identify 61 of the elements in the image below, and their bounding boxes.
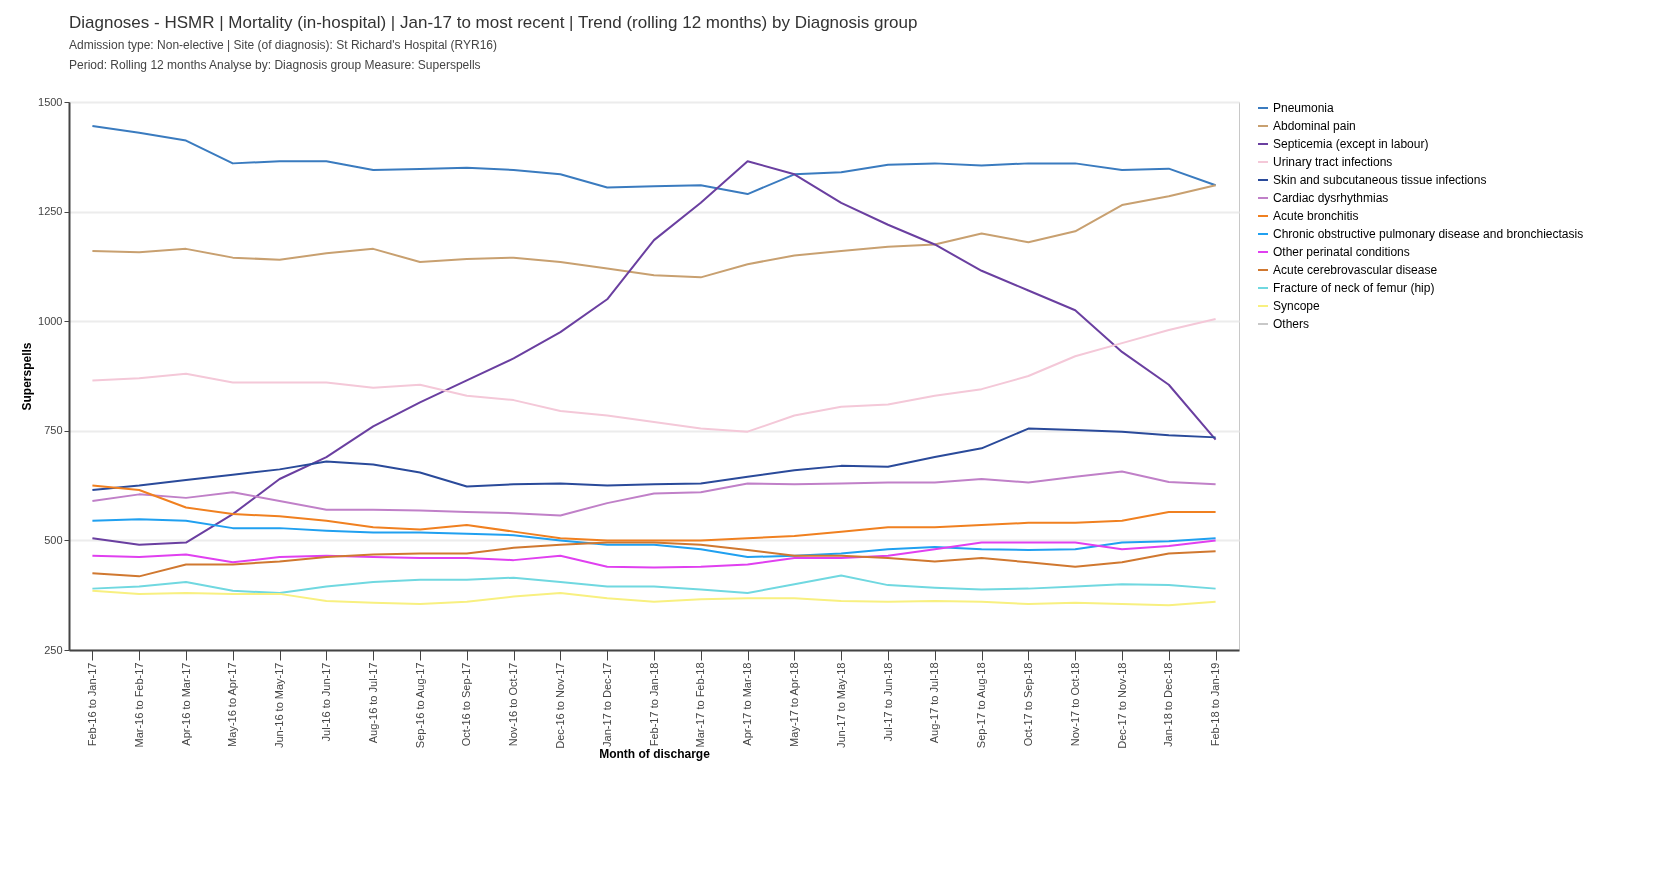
line-series (91, 427, 1217, 491)
legend-label: Syncope (1273, 299, 1321, 313)
chart-subtitle: Admission type: Non-elective | Site (of diagnosis): St Richard's Hospital (RYR16) (69, 38, 498, 52)
x-tick-label: Jan-18 to Dec-18 (1162, 662, 1175, 747)
x-tick-label: Aug-16 to Jul-17 (366, 662, 379, 744)
line-series (91, 160, 1217, 546)
line-series (91, 125, 1217, 196)
legend-label: Cardiac dysrhythmias (1273, 191, 1389, 205)
legend-label: Chronic obstructive pulmonary disease and bronchiectasis (1273, 227, 1584, 241)
legend-label: Acute cerebrovascular disease (1273, 263, 1438, 277)
x-tick-label: Apr-17 to Mar-18 (741, 662, 754, 746)
x-tick-label: Sep-16 to Aug-17 (413, 662, 426, 749)
legend-label: Skin and subcutaneous tissue infections (1273, 173, 1487, 187)
x-tick-label: Nov-17 to Oct-18 (1068, 662, 1081, 747)
line-series (91, 574, 1217, 595)
x-tick-label: Oct-16 to Sep-17 (460, 662, 473, 747)
line-series (91, 539, 1217, 569)
y-tick-label: 1000 (38, 314, 63, 327)
x-tick-label: Jul-17 to Jun-18 (881, 662, 894, 742)
legend-label: Septicemia (except in labour) (1273, 137, 1429, 151)
y-axis-title: Superspells (20, 342, 35, 411)
line-series (91, 470, 1217, 517)
text: Period: Rolling 12 months Analyse by: Diagnosis group Measure: Superspells (69, 58, 481, 72)
x-tick-label: Sep-17 to Aug-18 (975, 662, 988, 749)
legend-label: Other perinatal conditions (1273, 245, 1410, 259)
x-tick-label: May-16 to Apr-17 (226, 662, 239, 747)
legend-label: Acute bronchitis (1273, 209, 1359, 223)
y-tick-label: 1500 (38, 95, 63, 108)
x-tick-label: Feb-18 to Jan-19 (1209, 662, 1222, 747)
x-axis-title: Month of discharge (599, 746, 711, 761)
y-tick-label: 750 (44, 424, 63, 437)
legend-label: Others (1273, 317, 1310, 331)
x-tick-label: Jan-17 to Dec-17 (600, 662, 613, 747)
x-tick-label: Nov-16 to Oct-17 (507, 662, 520, 747)
x-tick-label: Apr-16 to Mar-17 (179, 662, 192, 746)
x-tick-label: Mar-17 to Feb-18 (694, 662, 707, 748)
line-series (91, 541, 1217, 578)
x-tick-label: May-17 to Apr-18 (787, 662, 800, 747)
line-series (91, 184, 1217, 279)
x-tick-label: Dec-17 to Nov-18 (1115, 662, 1128, 749)
x-tick-label: Aug-17 to Jul-18 (928, 662, 941, 744)
line-series (91, 484, 1217, 542)
x-tick-label: Jun-17 to May-18 (834, 662, 847, 749)
legend-label: Fracture of neck of femur (hip) (1273, 281, 1435, 295)
y-tick-label: 1250 (38, 205, 63, 218)
legend-label: Urinary tract infections (1273, 155, 1393, 169)
chart-title: Diagnoses - HSMR | Mortality (in-hospital) | Jan-17 to most recent | Trend (rolling 12 months) by Diagnosis group (69, 13, 918, 32)
x-tick-label: Mar-16 to Feb-17 (132, 662, 145, 748)
x-tick-label: Jul-16 to Jun-17 (319, 662, 332, 742)
x-tick-label: Jun-16 to May-17 (273, 662, 286, 749)
y-tick-label: 500 (44, 533, 63, 546)
legend-label: Pneumonia (1273, 101, 1335, 115)
x-tick-label: Oct-17 to Sep-18 (1021, 662, 1034, 747)
legend-label: Abdominal pain (1273, 119, 1356, 133)
x-tick-label: Dec-16 to Nov-17 (553, 662, 566, 749)
line-series (91, 589, 1217, 607)
line-series (91, 518, 1217, 559)
x-tick-label: Feb-16 to Jan-17 (85, 662, 98, 747)
line-series (91, 318, 1217, 433)
y-tick-label: 250 (44, 643, 63, 656)
x-tick-label: Feb-17 to Jan-18 (647, 662, 660, 747)
